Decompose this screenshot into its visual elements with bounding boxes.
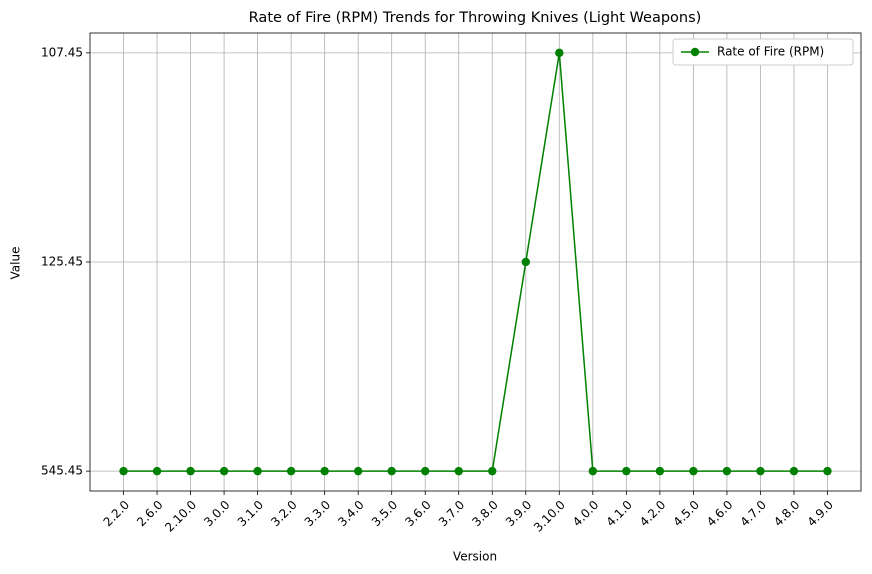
data-point xyxy=(320,466,329,476)
data-point xyxy=(219,466,229,476)
x-axis-label: Version xyxy=(453,550,497,564)
data-point xyxy=(454,466,463,476)
y-tick-label: 125.45 xyxy=(41,255,83,269)
data-point xyxy=(353,466,363,476)
data-point xyxy=(756,466,765,476)
data-point xyxy=(521,257,530,267)
x-tick-label: 3.7.0 xyxy=(436,498,467,529)
data-point xyxy=(588,466,598,476)
x-tick-label: 4.2.0 xyxy=(637,498,668,529)
legend-label: Rate of Fire (RPM) xyxy=(717,45,824,59)
y-axis-label: Value xyxy=(9,247,23,280)
data-point xyxy=(722,466,732,476)
x-tick-label: 4.9.0 xyxy=(805,498,836,529)
x-tick-label: 3.10.0 xyxy=(531,498,568,535)
data-point xyxy=(186,466,195,476)
legend-box xyxy=(672,38,854,66)
data-point xyxy=(823,466,832,476)
data-point xyxy=(555,48,564,58)
x-tick-label: 3.2.0 xyxy=(268,498,299,529)
data-point xyxy=(689,466,698,476)
data-point xyxy=(119,466,128,476)
x-tick-label: 2.2.0 xyxy=(101,498,132,529)
data-point xyxy=(488,466,497,476)
x-tick-label: 3.4.0 xyxy=(335,498,366,529)
x-tick-label: 3.8.0 xyxy=(469,498,500,529)
x-tick-label: 3.0.0 xyxy=(201,498,232,529)
x-tick-label: 4.8.0 xyxy=(771,498,802,529)
x-tick-label: 3.5.0 xyxy=(369,498,400,529)
data-point xyxy=(421,466,430,476)
plot-frame xyxy=(89,32,862,492)
data-point xyxy=(152,466,162,476)
x-tick-label: 2.10.0 xyxy=(162,498,199,535)
data-point xyxy=(286,466,296,476)
data-point xyxy=(387,466,396,476)
y-tick-label: 107.45 xyxy=(41,45,83,59)
data-point xyxy=(622,466,631,476)
x-tick-label: 3.3.0 xyxy=(302,498,333,529)
data-point xyxy=(789,466,799,476)
y-tick-label: 545.45 xyxy=(41,464,83,478)
legend-marker xyxy=(690,47,700,57)
x-tick-label: 2.6.0 xyxy=(134,498,165,529)
x-tick-label: 4.5.0 xyxy=(670,498,701,529)
data-point xyxy=(253,466,262,476)
data-point xyxy=(655,466,665,476)
chart-title: Rate of Fire (RPM) Trends for Throwing K… xyxy=(249,10,702,26)
x-tick-label: 4.7.0 xyxy=(738,498,769,529)
x-tick-label: 3.9.0 xyxy=(503,498,534,529)
x-tick-label: 4.6.0 xyxy=(704,498,735,529)
x-tick-label: 3.6.0 xyxy=(402,498,433,529)
x-tick-label: 4.0.0 xyxy=(570,498,601,529)
x-tick-label: 3.1.0 xyxy=(235,498,266,529)
data-line xyxy=(123,52,828,472)
x-tick-label: 4.1.0 xyxy=(603,498,634,529)
